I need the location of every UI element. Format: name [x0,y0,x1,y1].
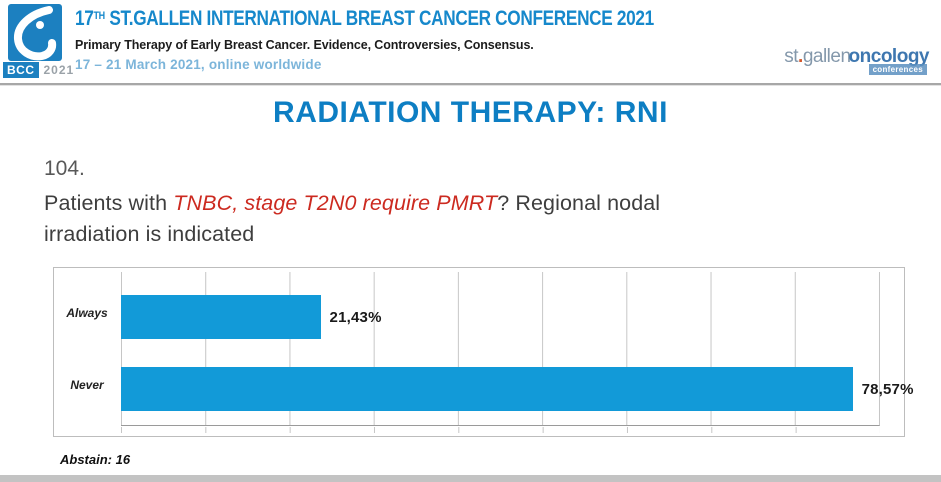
bcc-logo-year: 2021 [43,63,75,77]
conference-subtitle: Primary Therapy of Early Breast Cancer. … [75,38,534,52]
header-divider [0,83,941,86]
conference-dates: 17 – 21 March 2021, online worldwide [75,57,322,72]
bcc-swoosh-icon [14,6,57,61]
brand-conferences-tag: conferences [868,64,927,75]
bcc-logo-text: BCC [3,62,39,78]
abstain-note: Abstain: 16 [60,452,131,467]
question-suffix: ? Regional nodal [497,191,661,215]
conference-title: 17TH ST.GALLEN INTERNATIONAL BREAST CANC… [75,7,654,31]
category-label-always: Always [66,306,108,320]
bcc-logo-caption: BCC 2021 [3,62,74,78]
conference-title-ordinal: TH [93,10,106,22]
question-line2: irradiation is indicated [44,222,255,246]
conference-title-number: 17 [75,7,94,30]
question-prefix: Patients with [44,191,174,215]
bar-always [121,295,321,339]
brand-gallen: gallen [802,46,851,67]
question-number: 104. [44,157,85,180]
bar-value-never: 78,57% [861,380,914,398]
stgallen-oncology-logo: st.gallenoncology conferences [784,46,930,75]
bar-never [121,367,853,411]
category-label-never: Never [70,378,104,392]
conference-title-text: ST.GALLEN INTERNATIONAL BREAST CANCER CO… [104,7,654,30]
bar-row-never: 78,57% [121,367,941,411]
brand-dot: . [798,46,803,67]
question-emphasis: TNBC, stage T2N0 require PMRT [173,191,498,215]
bottom-edge-strip [0,475,941,482]
brand-st: st [784,46,799,67]
brand-oncology: oncology [848,46,930,67]
poll-bar-chart: 21,43% 78,57% Always Never [53,267,913,437]
bcc-logo [8,4,62,61]
plot-area: 21,43% 78,57% [121,272,913,426]
page-title: RADIATION THERAPY: RNI [273,96,668,129]
bar-row-always: 21,43% [121,295,941,339]
bar-value-always: 21,43% [329,308,382,326]
axis-tick-strip [121,427,880,433]
question-text: Patients with TNBC, stage T2N0 require P… [44,188,844,250]
